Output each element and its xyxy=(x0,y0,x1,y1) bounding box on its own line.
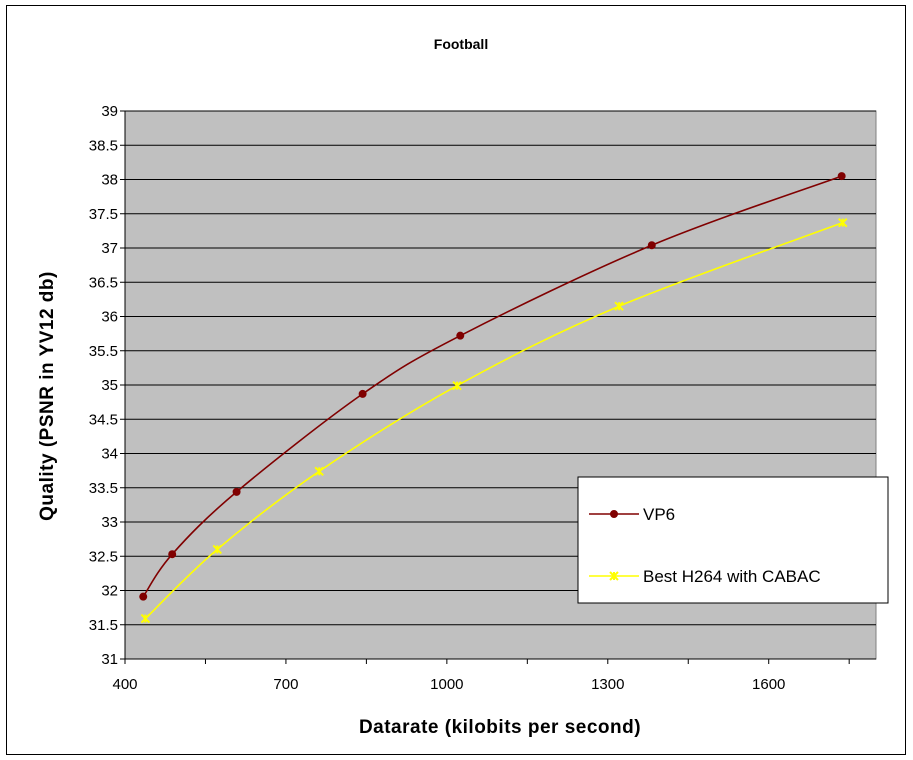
x-tick-label: 1300 xyxy=(591,676,624,693)
data-point xyxy=(212,544,222,555)
y-tick-label: 38 xyxy=(101,172,118,189)
y-tick-label: 32 xyxy=(101,583,118,600)
series-line-0 xyxy=(142,175,842,598)
data-point xyxy=(647,241,656,250)
x-tick-label: 1000 xyxy=(430,676,463,693)
chart-frame: 31 31.5 32 32.5 33 33.5 34 34.5 35 35.5 36 36.5 37 37… xyxy=(6,5,906,755)
data-point xyxy=(314,466,324,477)
axes xyxy=(124,111,876,664)
legend-label: VP6 xyxy=(643,505,675,524)
legend-marker xyxy=(609,571,619,581)
y-tick-label: 36 xyxy=(101,309,118,326)
chart-title: Football xyxy=(434,36,488,52)
data-point xyxy=(838,217,848,228)
data-point xyxy=(614,301,624,311)
y-tick-label: 33.5 xyxy=(89,480,118,497)
data-point xyxy=(837,172,846,181)
y-tick-label: 37 xyxy=(101,240,118,257)
y-tick-label: 33 xyxy=(101,514,118,531)
y-tick-label: 32.5 xyxy=(89,548,118,565)
legend-marker xyxy=(610,510,618,518)
data-point xyxy=(232,487,241,496)
data-point xyxy=(358,389,367,398)
y-tick-label: 36.5 xyxy=(89,274,118,291)
legend-label: Best H264 with CABAC xyxy=(643,567,821,586)
y-tick-label: 39 xyxy=(101,103,118,120)
line-chart: 31 31.5 32 32.5 33 33.5 34 34.5 35 35.5 36 36.5 37 37… xyxy=(37,36,889,738)
x-tick-labels: 400 700 1000 1300 1600 xyxy=(112,676,785,693)
x-tick-label: 1600 xyxy=(752,676,785,693)
legend: VP6 Best H264 with CABAC xyxy=(577,476,889,604)
y-tick-label: 35.5 xyxy=(89,343,118,360)
y-tick-label: 34.5 xyxy=(89,411,118,428)
y-tick-labels: 31 31.5 32 32.5 33 33.5 34 34.5 35 35.5 36 36.5 37 37… xyxy=(89,103,118,668)
data-point xyxy=(139,592,148,601)
x-tick-label: 400 xyxy=(112,676,137,693)
y-tick-label: 37.5 xyxy=(89,206,118,223)
y-axis-label: Quality (PSNR in YV12 db) xyxy=(37,271,58,521)
y-tick-label: 31 xyxy=(101,651,118,668)
data-point xyxy=(140,613,151,624)
data-point xyxy=(168,550,177,559)
series-group xyxy=(139,172,848,624)
y-tick-label: 34 xyxy=(101,446,118,463)
y-tick-label: 38.5 xyxy=(89,137,118,154)
x-axis-label: Datarate (kilobits per second) xyxy=(359,717,641,738)
x-tick-label: 700 xyxy=(273,676,298,693)
legend-box xyxy=(577,476,889,604)
y-tick-label: 31.5 xyxy=(89,617,118,634)
data-point xyxy=(456,331,465,340)
data-point xyxy=(452,380,462,391)
y-tick-label: 35 xyxy=(101,377,118,394)
